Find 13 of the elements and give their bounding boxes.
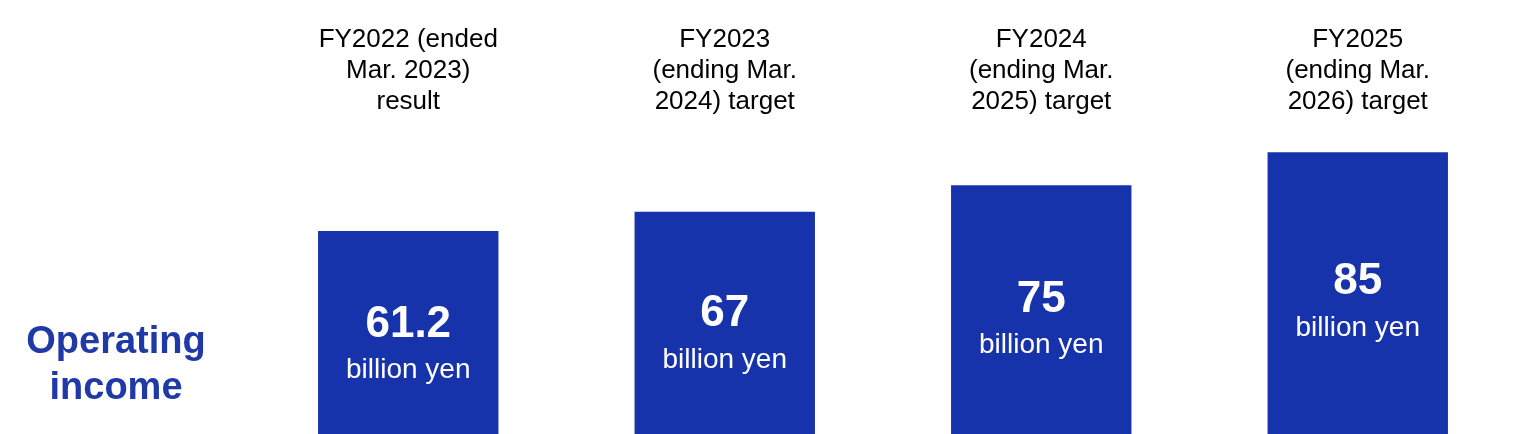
- x-tick-label: FY2022 (ended Mar. 2023) result: [318, 22, 498, 116]
- bar: [951, 185, 1132, 434]
- bar: [634, 211, 815, 434]
- bar: [1267, 152, 1448, 434]
- bar: [318, 231, 499, 434]
- y-axis-title: Operating income: [26, 319, 206, 408]
- x-tick-label: FY2023 (ending Mar. 2024) target: [652, 22, 798, 116]
- data-label: 61.2 billion yen: [345, 296, 471, 385]
- x-tick-label: FY2024 (ending Mar. 2025) target: [968, 22, 1114, 116]
- data-label: 85 billion yen: [1295, 253, 1421, 342]
- data-label: 67 billion yen: [662, 286, 788, 374]
- x-tick-label: FY2025 (ending Mar. 2026) target: [1285, 22, 1431, 116]
- data-label: 75 billion yen: [978, 271, 1104, 360]
